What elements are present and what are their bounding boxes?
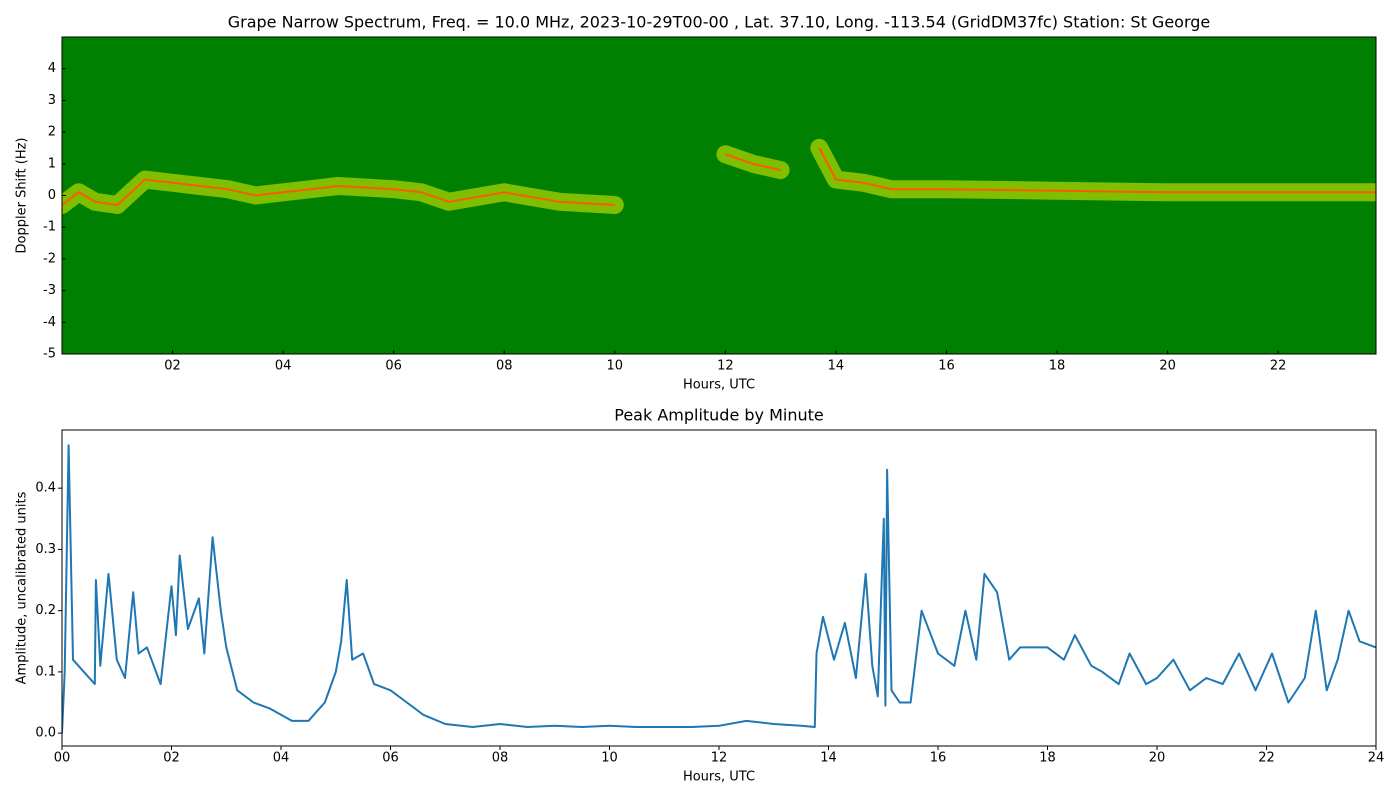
y-tick-label: 0.2 (35, 603, 56, 618)
x-axis-label: Hours, UTC (683, 770, 755, 785)
x-tick-label: 12 (717, 359, 734, 374)
y-tick-label: -1 (43, 220, 56, 235)
x-tick-label: 16 (938, 359, 955, 374)
y-axis-label: Amplitude, uncalibrated units (15, 491, 30, 684)
x-tick-label: 24 (1368, 751, 1385, 766)
x-tick-label: 14 (828, 359, 845, 374)
x-tick-label: 14 (820, 751, 837, 766)
x-tick-label: 08 (496, 359, 513, 374)
y-tick-label: 0 (48, 188, 56, 203)
x-tick-label: 18 (1049, 359, 1066, 374)
x-tick-label: 06 (385, 359, 402, 374)
x-tick-label: 20 (1149, 751, 1166, 766)
x-tick-label: 12 (711, 751, 728, 766)
chart-title: Peak Amplitude by Minute (614, 406, 824, 425)
x-tick-label: 04 (273, 751, 290, 766)
x-tick-label: 06 (382, 751, 399, 766)
x-tick-label: 02 (164, 359, 181, 374)
chart-title: Grape Narrow Spectrum, Freq. = 10.0 MHz,… (228, 13, 1211, 32)
y-tick-label: 0.0 (35, 726, 56, 741)
doppler-trace (62, 147, 1376, 206)
y-tick-label: 1 (48, 156, 56, 171)
y-tick-label: -4 (43, 315, 56, 330)
plot-area (62, 37, 1376, 354)
x-tick-label: 22 (1258, 751, 1275, 766)
amplitude-line (62, 444, 1376, 734)
x-tick-label: 00 (54, 751, 71, 766)
plot-area (62, 444, 1376, 734)
y-tick-label: 4 (48, 61, 56, 76)
x-tick-label: 16 (930, 751, 947, 766)
axes-frame (61, 429, 1377, 747)
y-tick-label: 0.3 (35, 542, 56, 557)
x-tick-label: 20 (1159, 359, 1176, 374)
y-tick-label: 3 (48, 93, 56, 108)
y-tick-label: -3 (43, 283, 56, 298)
x-tick-label: 22 (1270, 359, 1287, 374)
x-tick-label: 08 (492, 751, 509, 766)
x-tick-label: 18 (1039, 751, 1056, 766)
x-tick-label: 10 (601, 751, 618, 766)
x-axis-label: Hours, UTC (683, 378, 755, 393)
y-tick-label: -2 (43, 251, 56, 266)
y-axis-label: Doppler Shift (Hz) (15, 138, 30, 254)
y-tick-label: -5 (43, 347, 56, 362)
x-tick-label: 10 (607, 359, 624, 374)
y-tick-label: 2 (48, 125, 56, 140)
x-tick-label: 02 (163, 751, 180, 766)
x-tick-label: 04 (275, 359, 292, 374)
y-tick-label: 0.1 (35, 664, 56, 679)
y-tick-label: 0.4 (35, 481, 56, 496)
